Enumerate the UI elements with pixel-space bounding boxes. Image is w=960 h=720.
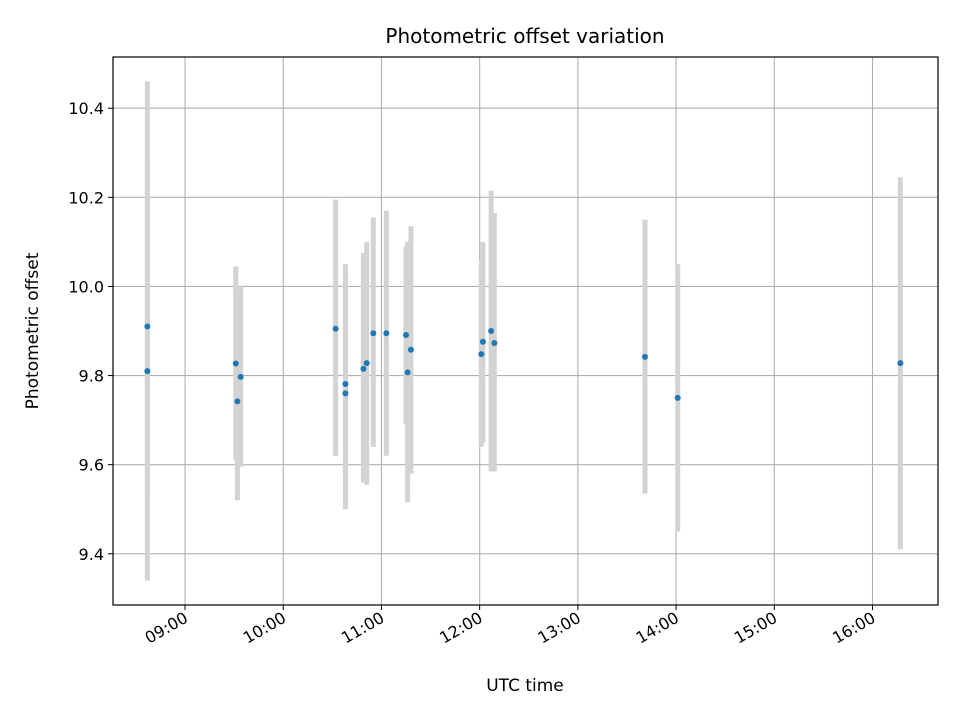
data-point <box>144 368 151 375</box>
x-tick-label: 11:00 <box>338 608 387 648</box>
data-point <box>404 369 411 376</box>
data-point <box>144 323 151 330</box>
data-point <box>360 365 367 372</box>
x-tick-label: 09:00 <box>142 608 191 648</box>
data-point <box>674 394 681 401</box>
error-bars <box>144 81 903 581</box>
x-tick-label: 14:00 <box>633 608 682 648</box>
y-tick-label: 9.8 <box>79 367 104 386</box>
data-point <box>479 338 486 345</box>
data-point <box>641 353 648 360</box>
y-tick-label: 10.2 <box>68 188 104 207</box>
x-axis-ticks: 09:00 10:00 11:00 12:00 13:00 14:00 15:00 16:00 <box>142 605 879 648</box>
data-point <box>342 390 349 397</box>
x-tick-label: 16:00 <box>829 608 878 648</box>
x-tick-label: 12:00 <box>436 608 485 648</box>
y-tick-label: 10.0 <box>68 277 104 296</box>
data-point <box>897 360 904 367</box>
x-tick-label: 13:00 <box>534 608 583 648</box>
y-tick-label: 10.4 <box>68 99 104 118</box>
y-tick-label: 9.6 <box>79 456 104 475</box>
data-point <box>237 373 244 380</box>
data-point <box>332 325 339 332</box>
data-point <box>478 351 485 358</box>
chart-title: Photometric offset variation <box>385 24 664 48</box>
data-point <box>234 398 241 405</box>
data-point <box>232 360 239 367</box>
y-axis-label: Photometric offset <box>23 252 43 409</box>
data-point <box>363 360 370 367</box>
data-point <box>342 381 349 388</box>
data-point <box>407 346 414 353</box>
y-tick-label: 9.4 <box>79 545 104 564</box>
data-point <box>383 330 390 337</box>
x-tick-label: 10:00 <box>240 608 289 648</box>
y-axis-ticks: 9.4 9.6 9.8 10.0 10.2 10.4 <box>68 99 113 564</box>
plot-area-frame <box>112 56 939 606</box>
data-points <box>144 323 904 405</box>
x-tick-label: 15:00 <box>731 608 780 648</box>
data-point <box>488 328 495 334</box>
data-point <box>491 340 498 347</box>
x-axis-label: UTC time <box>486 676 564 696</box>
data-point <box>370 330 377 337</box>
data-point <box>403 332 410 339</box>
